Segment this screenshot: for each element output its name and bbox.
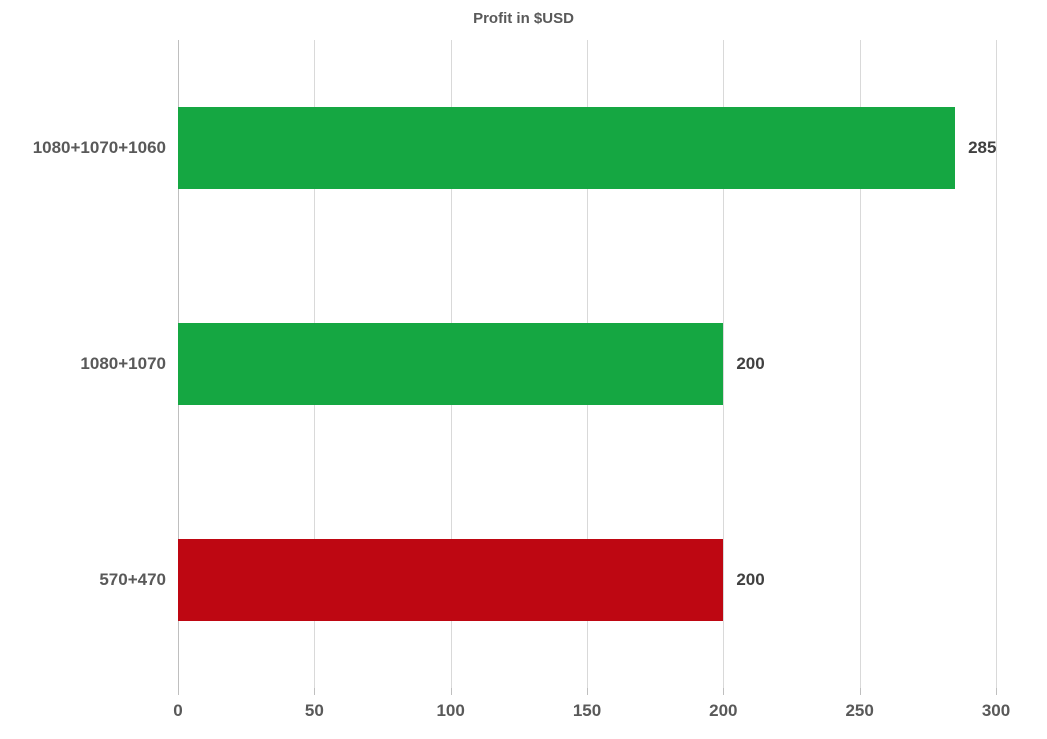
x-tick-label: 200 — [693, 701, 753, 721]
plot-area: 050100150200250300570+4702001080+1070200… — [178, 40, 996, 688]
y-category-label: 1080+1070+1060 — [33, 138, 166, 158]
x-tick-mark — [451, 688, 452, 695]
x-tick-label: 250 — [830, 701, 890, 721]
x-tick-label: 0 — [148, 701, 208, 721]
x-tick-mark — [723, 688, 724, 695]
bar — [178, 539, 723, 621]
bar-value-label: 200 — [736, 354, 764, 374]
bar-value-label: 200 — [736, 570, 764, 590]
x-tick-mark — [314, 688, 315, 695]
x-tick-mark — [178, 688, 179, 695]
chart-title: Profit in $USD — [0, 10, 1047, 27]
x-tick-mark — [587, 688, 588, 695]
x-tick-label: 50 — [284, 701, 344, 721]
profit-bar-chart: Profit in $USD 050100150200250300570+470… — [0, 0, 1047, 739]
x-tick-mark — [996, 688, 997, 695]
x-tick-label: 100 — [421, 701, 481, 721]
x-tick-label: 300 — [966, 701, 1026, 721]
y-category-label: 1080+1070 — [80, 354, 166, 374]
bar — [178, 107, 955, 189]
bar-value-label: 285 — [968, 138, 996, 158]
bar — [178, 323, 723, 405]
x-tick-mark — [860, 688, 861, 695]
x-tick-label: 150 — [557, 701, 617, 721]
y-category-label: 570+470 — [99, 570, 166, 590]
